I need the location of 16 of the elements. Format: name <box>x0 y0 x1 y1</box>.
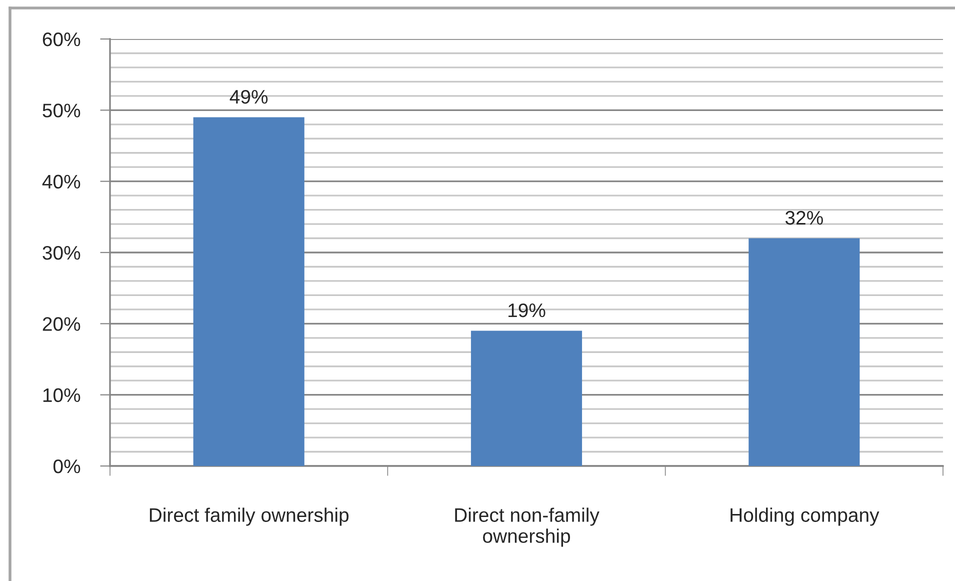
bar <box>193 117 304 466</box>
data-label: 49% <box>230 90 268 104</box>
x-tick-label: Direct family ownership <box>150 508 349 526</box>
y-tick-label: 40% <box>42 174 80 189</box>
y-tick-label: 0% <box>53 459 80 474</box>
x-tick-label: Holding company <box>730 508 880 526</box>
y-tick-label: 50% <box>42 104 80 118</box>
y-tick-label: 30% <box>42 246 80 260</box>
bar <box>470 330 582 466</box>
x-tick-label: Direct non-family ownership <box>455 508 600 547</box>
data-label: 19% <box>508 303 546 318</box>
y-tick-label: 20% <box>42 317 80 331</box>
y-tick-label: 60% <box>42 32 80 46</box>
y-tick-label: 10% <box>43 388 80 402</box>
bar <box>748 238 860 466</box>
data-label: 32% <box>785 210 823 225</box>
